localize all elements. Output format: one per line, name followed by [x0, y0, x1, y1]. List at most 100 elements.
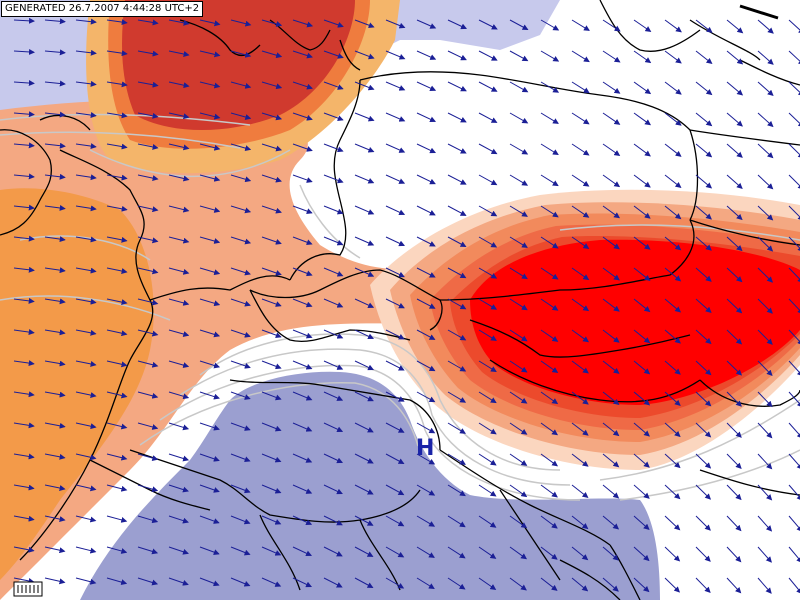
wind-arrow-icon [354, 19, 375, 29]
wind-arrow-icon [726, 19, 744, 34]
wind-arrow-icon [354, 422, 374, 433]
wind-arrow-icon [571, 174, 590, 187]
wind-arrow-icon [261, 577, 282, 587]
wind-arrow-icon [106, 298, 128, 306]
wind-arrow-icon [199, 422, 220, 431]
wind-arrow-icon [509, 19, 529, 30]
wind-arrow-icon [602, 453, 620, 468]
wind-arrow-icon [695, 19, 713, 33]
wind-arrow-icon [726, 515, 742, 532]
wind-arrow-icon [44, 18, 66, 25]
wind-arrow-icon [664, 174, 682, 189]
wind-arrow-icon [75, 484, 97, 492]
wind-arrow-icon [540, 329, 559, 342]
wind-arrow-icon [106, 360, 128, 368]
wind-arrow-icon [571, 236, 590, 249]
wind-arrow-icon [75, 360, 97, 367]
wind-arrow-icon [292, 577, 313, 588]
wind-arrow-icon [137, 205, 159, 213]
wind-arrow-icon [106, 546, 128, 554]
wind-arrow-icon [230, 50, 252, 58]
wind-arrow-icon [168, 267, 190, 275]
wind-arrow-icon [447, 329, 467, 341]
wind-arrow-icon [664, 267, 682, 282]
wind-arrow-icon [664, 515, 681, 531]
wind-arrow-icon [416, 50, 437, 60]
wind-arrow-icon [757, 236, 774, 252]
wind-arrow-icon [695, 81, 713, 96]
wind-arrow-icon [602, 112, 621, 125]
wind-arrow-icon [726, 267, 743, 283]
wind-arrow-icon [571, 360, 589, 374]
wind-arrow-icon [292, 422, 313, 432]
high-pressure-center-marker: H [416, 436, 435, 461]
wind-arrow-icon [602, 50, 621, 63]
wind-arrow-icon [540, 453, 559, 467]
wind-arrow-icon [633, 19, 652, 32]
wind-arrow-icon [788, 453, 800, 470]
wind-arrow-icon [13, 329, 35, 335]
wind-arrow-icon [416, 267, 436, 278]
wind-arrow-icon [137, 484, 159, 493]
wind-arrow-icon [788, 50, 800, 66]
wind-arrow-icon [478, 360, 497, 373]
wind-arrow-icon [540, 143, 559, 156]
wind-arrow-icon [292, 205, 313, 214]
wind-arrow-icon [261, 298, 282, 307]
wind-arrow-icon [44, 267, 66, 274]
wind-arrow-icon [230, 453, 251, 463]
wind-arrow-icon [230, 205, 252, 214]
wind-arrow-icon [106, 174, 128, 181]
warm-zone-5 [122, 0, 356, 130]
color-scale-legend-icon[interactable] [13, 581, 43, 597]
wind-arrow-icon [695, 360, 712, 376]
wind-arrow-icon [509, 577, 527, 591]
wind-arrow-icon [385, 546, 405, 558]
wind-arrow-icon [168, 391, 190, 400]
wind-arrow-icon [416, 453, 436, 465]
wind-arrow-icon [540, 484, 558, 498]
wind-arrow-icon [75, 546, 97, 554]
wind-arrow-icon [292, 391, 313, 401]
wind-arrow-icon [354, 298, 375, 308]
wind-arrow-icon [757, 267, 774, 283]
wind-arrow-icon [602, 484, 620, 499]
wind-arrow-icon [695, 422, 712, 438]
wind-arrow-icon [757, 298, 773, 314]
wind-arrow-icon [509, 174, 529, 186]
wind-arrow-icon [416, 484, 436, 496]
wind-arrow-icon [137, 546, 159, 555]
wind-arrow-icon [757, 329, 773, 345]
wind-arrow-icon [323, 174, 344, 184]
wind-arrow-icon [13, 577, 35, 584]
wind-arrow-icon [664, 50, 682, 64]
wind-arrow-icon [44, 329, 66, 336]
wind-arrow-icon [354, 143, 375, 153]
wind-arrow-icon [292, 329, 313, 339]
wind-arrow-icon [726, 484, 742, 501]
wind-arrow-icon [695, 484, 712, 500]
wind-arrow-icon [447, 174, 467, 185]
wind-arrow-icon [261, 546, 282, 556]
wind-arrow-icon [199, 298, 221, 307]
wind-arrow-icon [757, 174, 774, 190]
wind-arrow-icon [726, 329, 743, 345]
wind-arrow-icon [509, 360, 528, 373]
wind-arrow-icon [695, 577, 711, 594]
wind-arrow-icon [199, 81, 221, 89]
wind-arrow-icon [323, 236, 344, 246]
wind-arrow-icon [540, 577, 558, 591]
wind-arrow-icon [230, 298, 251, 307]
wind-arrow-icon [509, 267, 528, 280]
wind-arrow-icon [106, 19, 128, 26]
wind-arrow-icon [168, 484, 189, 493]
wind-arrow-icon [199, 391, 220, 400]
wind-arrow-icon [323, 267, 344, 277]
wind-arrow-icon [478, 236, 498, 248]
wind-arrow-icon [261, 143, 283, 152]
wind-arrow-icon [695, 205, 712, 220]
wind-arrow-icon [447, 50, 467, 61]
wind-arrow-icon [788, 267, 800, 284]
